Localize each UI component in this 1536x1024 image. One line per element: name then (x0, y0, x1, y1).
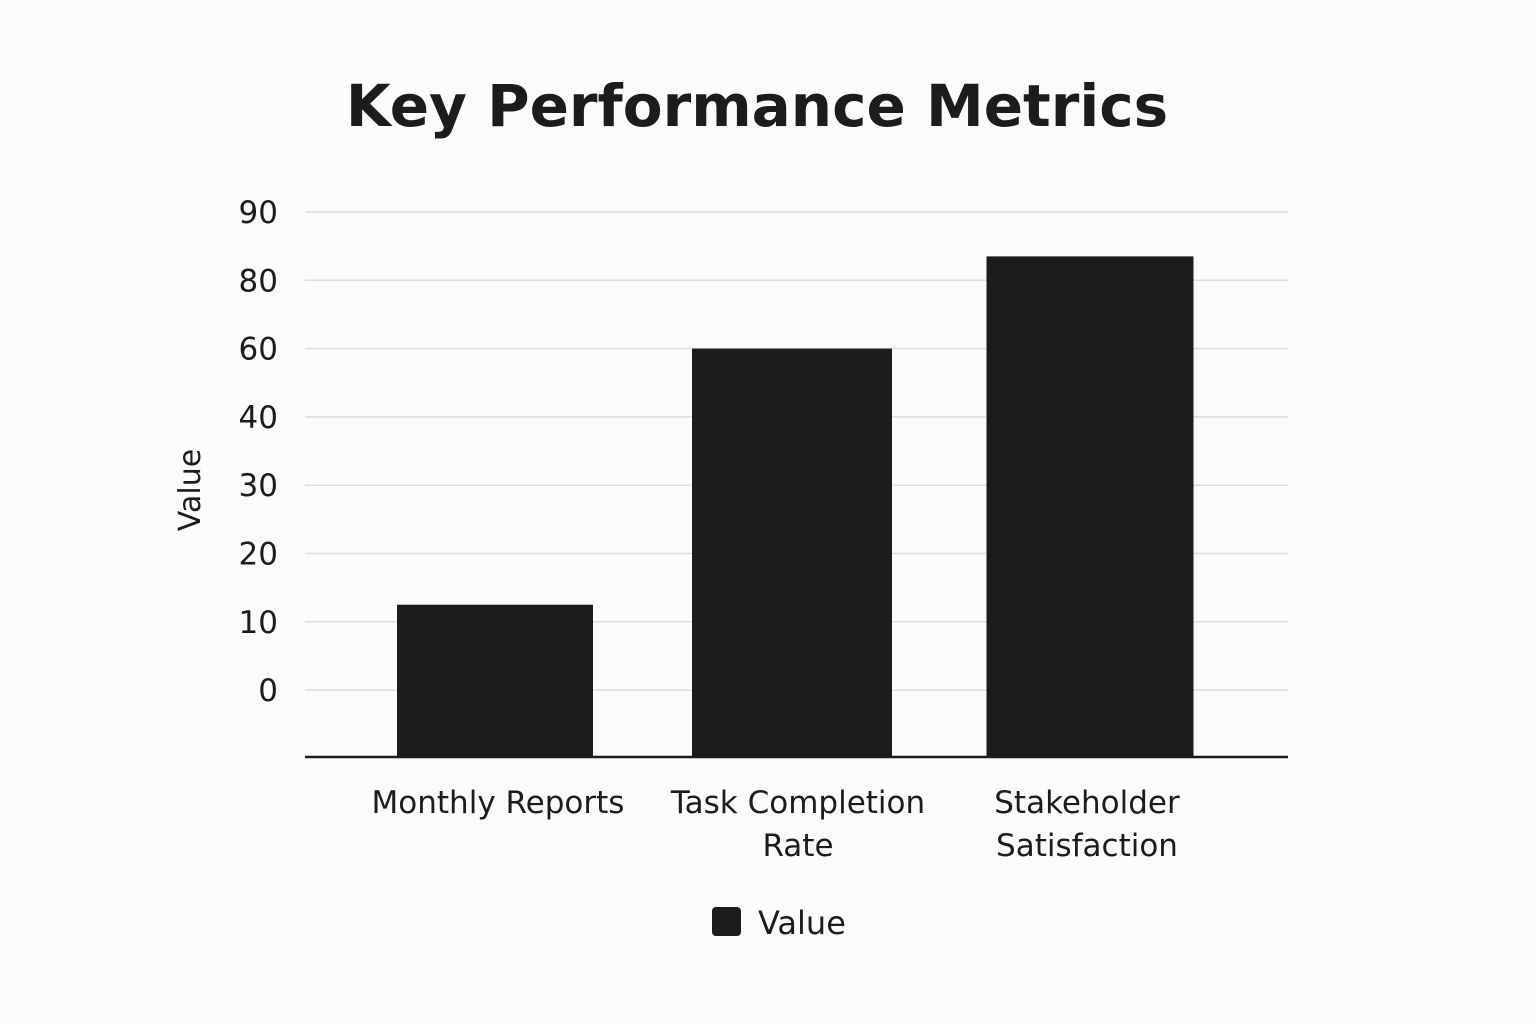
bar (397, 604, 593, 757)
x-axis-categories: Monthly Reports Task Completion Rate Stakeh… (372, 785, 1180, 864)
y-tick-label: 10 (239, 605, 278, 641)
x-category-label: Stakeholder Satisfaction (994, 785, 1180, 864)
x-category-label-line: Task Completion (670, 785, 925, 821)
bars (397, 256, 1194, 757)
y-tick-label: 90 (239, 195, 278, 231)
y-tick-label: 40 (239, 400, 278, 436)
x-category-label: Monthly Reports (372, 785, 625, 821)
x-category-label-line: Stakeholder (994, 785, 1180, 821)
y-tick-label: 0 (258, 673, 278, 709)
y-tick-label: 30 (239, 468, 278, 504)
x-category-label-line: Monthly Reports (372, 785, 625, 821)
y-axis-ticks: 90 80 60 40 30 20 10 0 (239, 195, 278, 709)
legend-swatch (712, 907, 741, 936)
bar (692, 348, 892, 757)
x-category-label-line: Rate (762, 828, 833, 864)
y-axis-title: Value (173, 449, 208, 531)
legend-label-value: Value (758, 904, 846, 942)
y-tick-label: 80 (239, 263, 278, 299)
chart-title: Key Performance Metrics (346, 72, 1168, 140)
y-tick-label: 20 (239, 537, 278, 573)
x-category-label: Task Completion Rate (670, 785, 925, 864)
y-tick-label: 60 (239, 332, 278, 368)
legend: Value (712, 904, 846, 942)
x-category-label-line: Satisfaction (996, 828, 1178, 864)
bar (986, 256, 1194, 757)
